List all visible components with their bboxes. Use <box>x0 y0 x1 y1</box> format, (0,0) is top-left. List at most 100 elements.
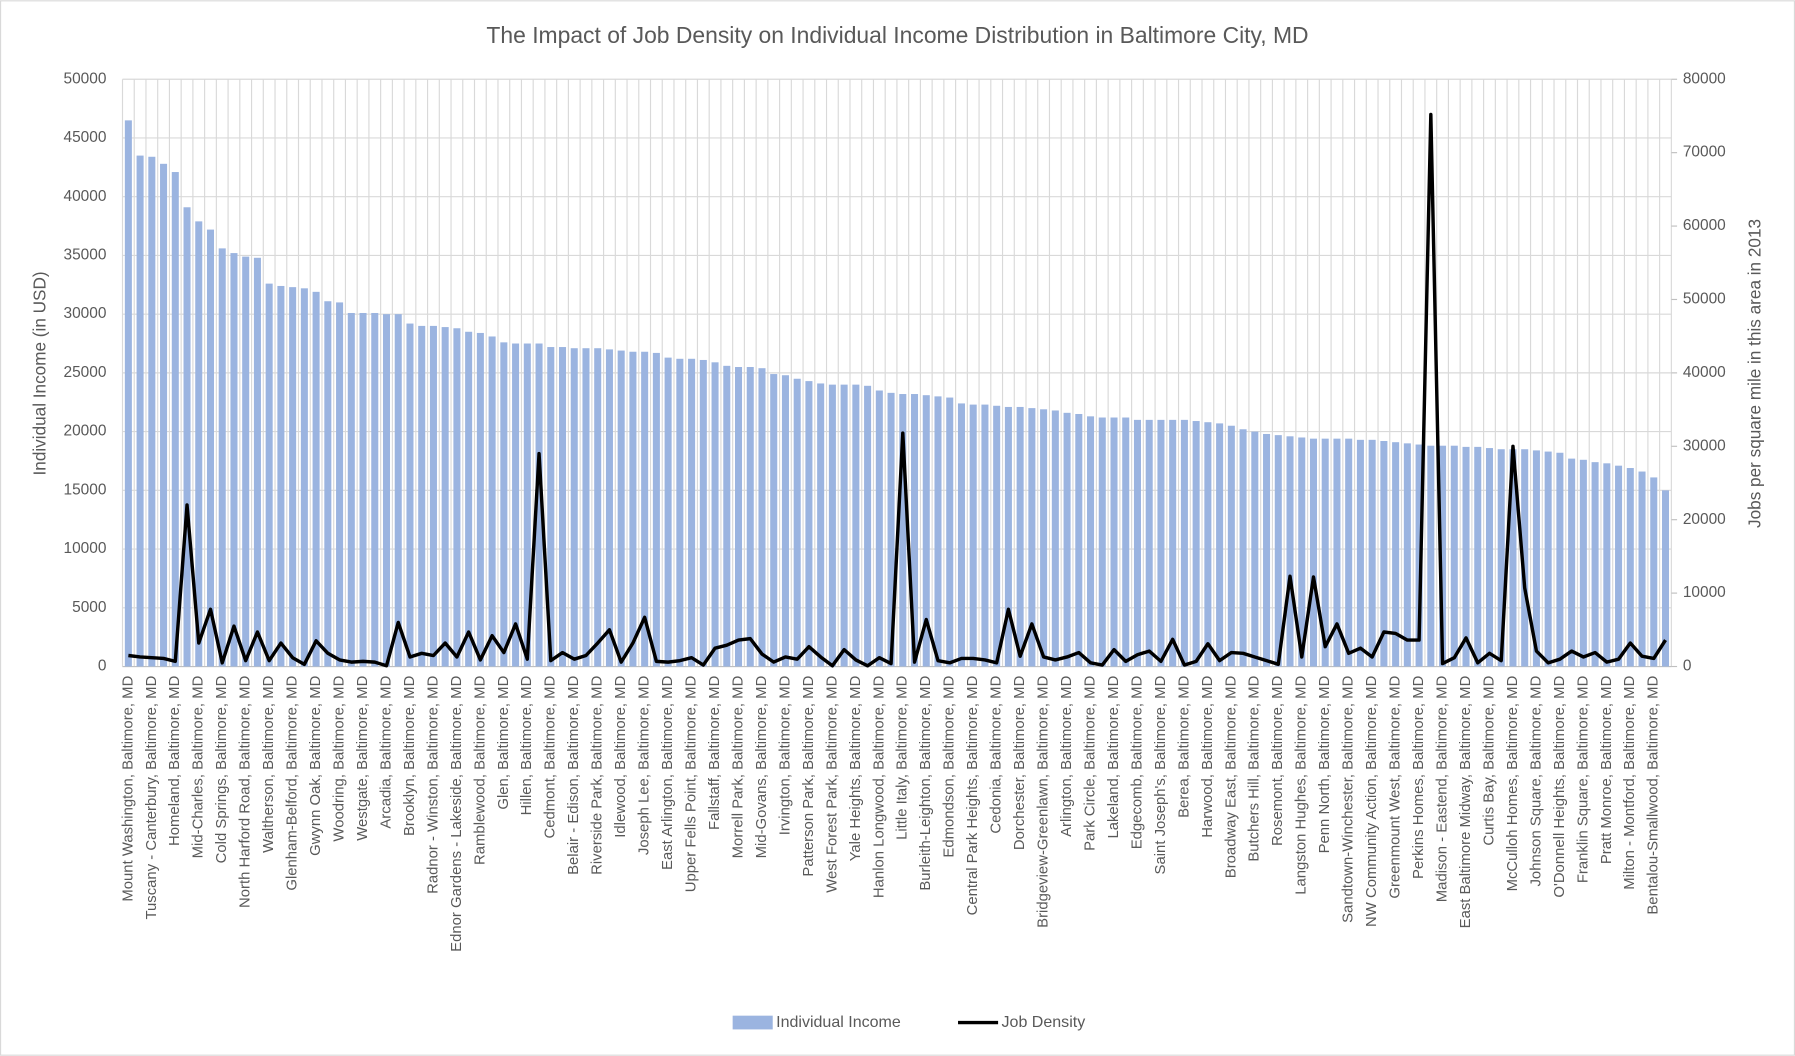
bar <box>1040 409 1048 667</box>
bar <box>1356 439 1364 667</box>
x-tick-label: Bridgeview-Greenlawn, Baltimore, MD <box>1036 675 1052 927</box>
x-tick-label: Yale Heights, Baltimore, MD <box>848 675 864 861</box>
x-tick-label: Curtis Bay, Baltimore, MD <box>1481 675 1497 845</box>
bar <box>336 302 344 667</box>
y-tick-label: 15000 <box>64 481 107 498</box>
bar <box>1450 445 1458 667</box>
bar <box>582 348 590 667</box>
y-tick-label: 45000 <box>64 129 107 146</box>
bar <box>512 343 520 667</box>
bar <box>124 120 132 667</box>
x-tick-label: Homeland, Baltimore, MD <box>167 675 183 846</box>
y-tick-label: 25000 <box>64 364 107 381</box>
x-tick-label: Cold Springs, Baltimore, MD <box>214 675 230 863</box>
x-tick-label: Brooklyn, Baltimore, MD <box>402 675 418 836</box>
bar <box>1579 459 1587 667</box>
x-tick-label: Park Circle, Baltimore, MD <box>1082 675 1098 850</box>
bar <box>1180 419 1188 667</box>
bar <box>183 207 191 667</box>
x-tick-label: NW Community Action, Baltimore, MD <box>1364 675 1380 927</box>
bar <box>711 362 719 667</box>
bar <box>453 328 461 667</box>
bar <box>1122 417 1130 667</box>
y-tick-label: 35000 <box>64 247 107 264</box>
x-tick-label: Ramblewood, Baltimore, MD <box>472 675 488 865</box>
x-tick-label: McCulloh Homes, Baltimore, MD <box>1505 675 1521 891</box>
bar <box>476 332 484 667</box>
bar <box>1157 419 1165 667</box>
bar <box>1145 419 1153 667</box>
y-tick-label: 5000 <box>72 599 106 616</box>
bar <box>981 404 989 667</box>
bar <box>265 283 273 667</box>
x-tick-label: Franklin Square, Baltimore, MD <box>1575 675 1591 883</box>
bar <box>1427 445 1435 667</box>
x-tick-label: O'Donnell Heights, Baltimore, MD <box>1552 675 1568 897</box>
bar <box>289 287 297 667</box>
x-tick-label: Arcadia, Baltimore, MD <box>378 675 394 828</box>
y2-tick-label: 40000 <box>1683 364 1726 381</box>
bar <box>1532 450 1540 667</box>
bar <box>946 397 954 667</box>
bar <box>1051 410 1059 667</box>
bar <box>1075 413 1083 667</box>
y-tick-label: 50000 <box>64 70 107 87</box>
bar <box>359 312 367 667</box>
x-tick-label: Central Park Heights, Baltimore, MD <box>965 675 981 915</box>
bar <box>1110 417 1118 667</box>
x-tick-label: Belair - Edison, Baltimore, MD <box>566 675 582 874</box>
y-tick-label: 20000 <box>64 423 107 440</box>
x-tick-label: Madison - Eastend, Baltimore, MD <box>1434 675 1450 902</box>
bar <box>1263 433 1271 667</box>
y-tick-label: 30000 <box>64 305 107 322</box>
x-tick-label: Lakeland, Baltimore, MD <box>1106 675 1122 838</box>
bar <box>1626 468 1634 667</box>
x-tick-label: Ednor Gardens - Lakeside, Baltimore, MD <box>449 675 465 951</box>
x-tick-label: Mid-Govans, Baltimore, MD <box>754 675 770 858</box>
bar <box>136 155 144 667</box>
y2-tick-label: 50000 <box>1683 291 1726 308</box>
x-tick-label: Glen, Baltimore, MD <box>496 675 512 809</box>
x-tick-label: Milton - Montford, Baltimore, MD <box>1622 675 1638 889</box>
bar <box>1028 408 1036 667</box>
bar <box>1603 463 1611 667</box>
bar <box>1392 442 1400 667</box>
bar <box>1309 438 1318 667</box>
y2-tick-label: 80000 <box>1683 70 1726 87</box>
x-tick-label: Cedonia, Baltimore, MD <box>989 675 1005 833</box>
x-tick-label: Westgate, Baltimore, MD <box>355 675 371 840</box>
bar <box>1298 437 1306 667</box>
bar <box>1474 446 1482 667</box>
x-tick-label: Butchers Hill, Baltimore, MD <box>1247 675 1263 861</box>
bar <box>793 378 801 667</box>
bar <box>312 291 320 667</box>
bar <box>547 347 555 667</box>
bar <box>969 404 977 667</box>
bar <box>1509 449 1517 667</box>
bar <box>605 349 613 667</box>
bar <box>887 392 895 667</box>
bar <box>195 221 203 667</box>
x-tick-label: West Forest Park, Baltimore, MD <box>824 675 840 892</box>
bar <box>218 248 226 667</box>
x-tick-label: Glenham-Belford, Baltimore, MD <box>285 675 301 890</box>
x-tick-label: East Baltimore Midway, Baltimore, MD <box>1458 675 1474 928</box>
x-tick-label: Riverside Park, Baltimore, MD <box>590 675 606 874</box>
x-tick-label: North Harford Road, Baltimore, MD <box>238 675 254 908</box>
x-tick-label: Mid-Charles, Baltimore, MD <box>191 675 207 858</box>
bar <box>828 384 836 667</box>
bar <box>429 325 437 667</box>
bar <box>993 405 1001 667</box>
bar <box>300 288 308 667</box>
x-tick-label: Sandtown-Winchester, Baltimore, MD <box>1341 675 1357 922</box>
bar <box>465 331 473 667</box>
bar <box>594 348 602 667</box>
x-tick-label: Irvington, Baltimore, MD <box>777 675 793 835</box>
bar <box>1321 438 1329 667</box>
x-tick-label: Gwynn Oak, Baltimore, MD <box>308 675 324 855</box>
bar <box>441 327 449 667</box>
x-tick-label: Rosemont, Baltimore, MD <box>1270 675 1286 846</box>
bar <box>957 403 965 667</box>
x-tick-label: Mount Washington, Baltimore, MD <box>120 675 136 901</box>
bar <box>1415 444 1423 667</box>
